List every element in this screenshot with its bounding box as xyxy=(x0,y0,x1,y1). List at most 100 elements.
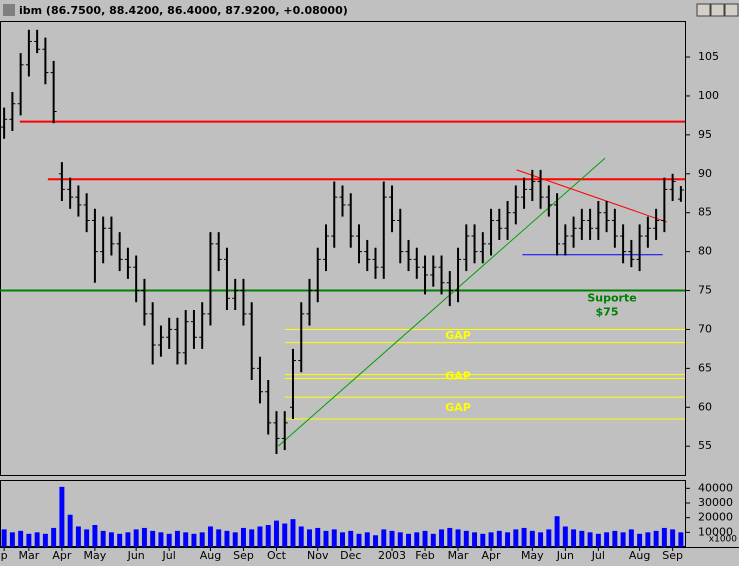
volume-bar xyxy=(1,529,7,547)
volume-bar xyxy=(414,532,420,547)
close-button[interactable] xyxy=(724,3,739,17)
volume-bar xyxy=(529,530,535,547)
volume-bar xyxy=(620,532,626,547)
volume-bar xyxy=(422,530,428,547)
title-bar xyxy=(0,0,739,21)
volume-bar xyxy=(315,527,321,547)
x-tick-label: Sep xyxy=(233,549,254,562)
volume-bar xyxy=(587,532,593,547)
maximize-button[interactable] xyxy=(710,3,725,17)
x-tick-label: Feb xyxy=(415,549,434,562)
volume-bar xyxy=(521,527,527,547)
volume-bar xyxy=(331,529,337,547)
volume-bar xyxy=(274,520,279,547)
y-tick-label: 100 xyxy=(698,89,719,102)
x-tick-label: May xyxy=(84,549,107,562)
x-tick-label: Oct xyxy=(267,549,287,562)
x-tick-label: Jun xyxy=(127,549,145,562)
volume-bar xyxy=(158,532,164,547)
volume-tick-label: 20000 xyxy=(698,511,733,524)
volume-bar xyxy=(480,533,486,547)
volume-bar xyxy=(224,530,230,547)
volume-bar xyxy=(199,532,205,547)
volume-bar xyxy=(174,530,180,547)
volume-bar xyxy=(373,535,378,547)
volume-tick-label: 40000 xyxy=(698,481,733,494)
volume-bar xyxy=(488,532,494,547)
volume-bar xyxy=(505,532,511,547)
x-tick-label: Apr xyxy=(482,549,502,562)
volume-bar xyxy=(348,530,354,547)
volume-bar xyxy=(265,525,271,547)
volume-bar xyxy=(34,532,40,547)
volume-bar xyxy=(216,529,222,547)
volume-bar xyxy=(513,529,519,547)
volume-bar xyxy=(397,532,403,547)
volume-bar xyxy=(207,526,213,547)
volume-bar xyxy=(240,527,246,547)
volume-bar xyxy=(472,532,478,547)
volume-bar xyxy=(406,533,411,547)
volume-bar xyxy=(51,527,57,547)
window-title: ibm (86.7500, 88.4200, 86.4000, 87.9200,… xyxy=(19,4,348,17)
x-tick-label: Aug xyxy=(200,549,221,562)
volume-bar xyxy=(653,530,659,547)
volume-bar xyxy=(117,533,123,547)
volume-bar xyxy=(571,529,577,547)
volume-bar xyxy=(100,530,106,547)
volume-bar xyxy=(579,530,585,547)
volume-bar xyxy=(661,527,667,547)
x-tick-label: Apr xyxy=(52,549,72,562)
volume-bar xyxy=(463,530,469,547)
volume-bar xyxy=(257,526,263,547)
volume-bar xyxy=(637,533,643,547)
volume-bar xyxy=(133,529,139,547)
volume-bar xyxy=(447,527,453,547)
volume-bar xyxy=(84,529,90,547)
volume-bar xyxy=(67,514,73,547)
x-tick-label: Mar xyxy=(448,549,469,562)
x-tick-label: Dec xyxy=(340,549,361,562)
volume-bar xyxy=(166,533,172,547)
volume-bar xyxy=(183,532,189,547)
volume-bar xyxy=(389,530,395,547)
x-tick-label: Nov xyxy=(307,549,329,562)
x-tick-label: Aug xyxy=(629,549,650,562)
volume-bar xyxy=(92,525,98,547)
volume-bar xyxy=(125,532,131,547)
volume-bar xyxy=(26,533,32,547)
trendline xyxy=(277,157,606,447)
volume-bar xyxy=(9,532,15,547)
y-tick-label: 75 xyxy=(698,284,712,297)
volume-bar xyxy=(430,533,436,547)
support-label: Suporte xyxy=(587,292,636,305)
y-tick-label: 55 xyxy=(698,439,712,452)
volume-bar xyxy=(645,532,651,547)
volume-bar xyxy=(381,529,387,547)
x-tick-label: Jul xyxy=(162,549,176,562)
volume-bar xyxy=(670,529,676,547)
volume-bar xyxy=(249,529,255,547)
y-tick-label: 95 xyxy=(698,128,712,141)
x-tick-label: Mar xyxy=(19,549,40,562)
price-pane xyxy=(0,21,686,476)
minimize-button[interactable] xyxy=(696,3,711,17)
volume-bar xyxy=(323,530,329,547)
y-tick-label: 105 xyxy=(698,50,719,63)
volume-bar xyxy=(538,532,544,547)
volume-bar xyxy=(340,532,345,547)
volume-bar xyxy=(678,532,684,547)
volume-bar xyxy=(496,530,502,547)
volume-bar xyxy=(439,529,445,547)
gap-label: GAP xyxy=(445,329,471,342)
volume-bar xyxy=(232,532,238,547)
trendline xyxy=(516,169,668,223)
volume-bar xyxy=(298,526,304,547)
volume-bar xyxy=(42,533,48,547)
volume-bar xyxy=(307,529,312,547)
volume-bar xyxy=(628,529,634,547)
x-tick-label: Sep xyxy=(662,549,683,562)
y-tick-label: 80 xyxy=(698,245,712,258)
